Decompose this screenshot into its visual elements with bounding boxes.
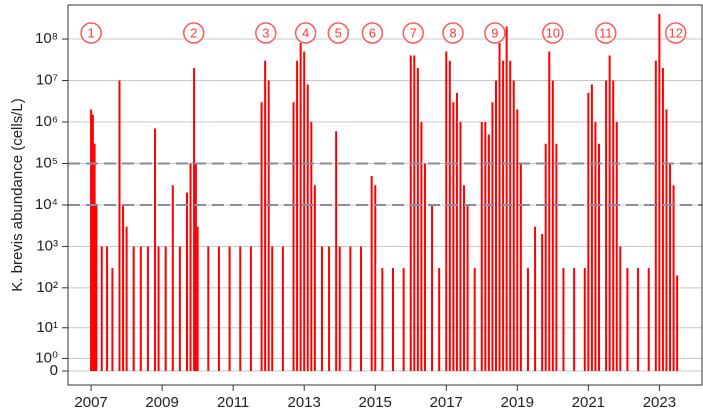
event-label: 4 — [302, 25, 309, 40]
event-label: 11 — [599, 25, 613, 40]
event-marker — [594, 22, 617, 44]
event-marker — [361, 22, 384, 44]
x-tick-label: 2009 — [145, 394, 178, 411]
plot-frame — [67, 4, 703, 386]
y-tick-label: 10⁵ — [35, 154, 58, 171]
y-tick-label: 10⁰ — [35, 349, 58, 366]
x-tick-label: 2023 — [643, 394, 676, 411]
event-label: 3 — [262, 25, 269, 40]
event-marker — [484, 22, 506, 44]
event-marker — [255, 22, 277, 44]
y-axis-label: K. brevis abundance (cells/L) — [9, 98, 26, 291]
event-label: 7 — [410, 25, 417, 40]
event-label: 12 — [668, 25, 682, 40]
event-label: 8 — [449, 25, 456, 40]
y-tick-label: 10² — [36, 279, 58, 296]
event-label: 2 — [190, 25, 197, 40]
x-tick-label: 2017 — [430, 394, 463, 411]
event-marker — [542, 22, 564, 44]
event-label: 10 — [546, 25, 560, 40]
y-tick-label: 0 — [50, 362, 58, 379]
x-tick-label: 2021 — [572, 394, 605, 411]
event-marker — [182, 22, 205, 44]
y-tick-label: 10¹ — [36, 319, 58, 336]
x-tick-label: 2013 — [288, 394, 321, 411]
x-tick-label: 2019 — [501, 394, 534, 411]
event-label: 6 — [369, 25, 376, 40]
event-marker — [664, 22, 687, 44]
y-tick-label: 10⁶ — [35, 113, 58, 130]
y-tick-label: 10³ — [36, 237, 58, 254]
event-marker — [442, 22, 464, 44]
x-tick-label: 2007 — [74, 394, 107, 411]
event-label: 9 — [491, 25, 498, 40]
event-label: 1 — [87, 25, 94, 40]
event-label: 5 — [335, 25, 342, 40]
x-tick-label: 2015 — [359, 394, 392, 411]
x-tick-label: 2011 — [217, 394, 249, 411]
y-tick-label: 10⁷ — [36, 71, 58, 88]
event-marker — [80, 22, 102, 44]
y-tick-label: 10⁴ — [35, 196, 58, 213]
event-marker — [294, 22, 317, 44]
event-marker — [327, 22, 350, 44]
event-marker — [402, 22, 424, 44]
y-tick-label: 10⁸ — [35, 30, 58, 47]
